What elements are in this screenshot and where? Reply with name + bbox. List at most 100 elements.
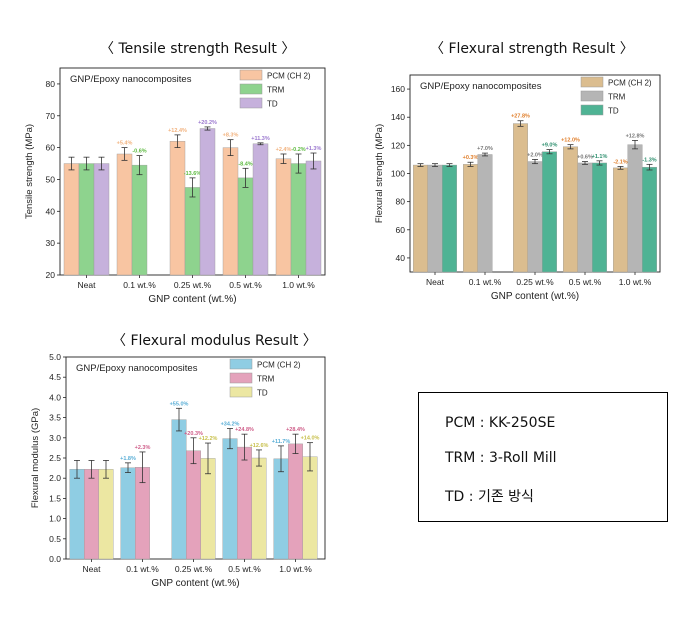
- data-label: +12.2%: [199, 436, 218, 442]
- x-tick-label: Neat: [78, 280, 97, 290]
- legend-swatch: [229, 386, 253, 398]
- y-tick-label: 1.0: [49, 514, 61, 524]
- bar-td-2: [199, 128, 216, 276]
- legend-swatch: [229, 358, 253, 370]
- chart-legend: PCM (CH 2) TRM TD: [239, 69, 311, 109]
- legend-swatch: [580, 90, 604, 102]
- x-axis-label: GNP content (wt.%): [148, 294, 236, 305]
- data-label: +0.6%: [577, 155, 593, 161]
- bar-td-3: [252, 143, 269, 276]
- bar-pcm-ch--2: [513, 123, 528, 273]
- y-tick-label: 30: [46, 238, 56, 248]
- error-bar: [632, 140, 638, 150]
- error-bar: [174, 134, 181, 149]
- abbreviation-td: TD : 기존 방식: [445, 489, 534, 505]
- x-tick-label: 1.0 wt.%: [279, 564, 312, 574]
- error-bar: [257, 142, 264, 146]
- error-bar: [227, 139, 234, 156]
- bar-td-4: [302, 456, 318, 560]
- error-bar: [139, 451, 146, 484]
- data-label: +1.8%: [120, 456, 136, 462]
- error-bar: [88, 460, 95, 479]
- y-tick-label: 60: [396, 225, 406, 235]
- bar-td-4: [305, 160, 322, 276]
- x-tick-label: 0.5 wt.%: [228, 564, 261, 574]
- bar-trm-4: [627, 144, 643, 273]
- data-label: +27.8%: [511, 114, 530, 120]
- bar-td-0: [93, 163, 110, 276]
- error-bar: [241, 433, 248, 461]
- error-bar: [646, 163, 653, 171]
- x-tick-label: 0.1 wt.%: [126, 564, 159, 574]
- bar-pcm-ch--3: [563, 146, 578, 273]
- data-label: -1.3%: [642, 157, 656, 163]
- error-bar: [227, 428, 233, 450]
- y-tick-label: 40: [396, 253, 406, 263]
- x-tick-label: 0.5 wt.%: [229, 280, 262, 290]
- y-tick-label: 120: [391, 140, 405, 150]
- bar-trm-1: [131, 164, 148, 276]
- bar-trm-0: [84, 469, 99, 560]
- bar-trm-4: [290, 163, 307, 276]
- chart-tensile: 20 30 40 50 60 70 80 Tensile strength (MPa) GNP …: [24, 67, 326, 305]
- data-label: +12.4%: [168, 128, 187, 134]
- y-tick-label: 50: [46, 174, 56, 184]
- x-tick-label: 0.1 wt.%: [469, 277, 502, 287]
- x-tick-label: Neat: [83, 564, 102, 574]
- error-bar: [121, 147, 128, 161]
- error-bar: [103, 460, 109, 479]
- bar-td-4: [642, 166, 657, 273]
- y-tick-label: 80: [46, 79, 56, 89]
- data-label: +12.0%: [561, 138, 580, 144]
- bar-td-3: [251, 457, 267, 560]
- error-bar: [278, 445, 284, 473]
- y-tick-label: 70: [46, 111, 56, 121]
- y-tick-label: 1.5: [49, 493, 61, 503]
- legend-swatch: [239, 69, 263, 81]
- error-bar: [189, 177, 196, 198]
- y-axis-label: Flexural modulus (GPa): [30, 408, 41, 508]
- legend-label: TRM: [267, 86, 285, 95]
- bar-td-2: [542, 151, 557, 273]
- error-bar: [567, 144, 574, 150]
- bar-trm-4: [288, 443, 303, 560]
- y-tick-label: 3.5: [49, 413, 61, 423]
- y-tick-label: 160: [391, 84, 405, 94]
- y-tick-label: 4.0: [49, 392, 61, 402]
- error-bar: [310, 152, 317, 170]
- bar-pcm-ch--3: [222, 438, 238, 560]
- x-axis-label: GNP content (wt.%): [491, 291, 579, 302]
- bar-pcm-ch--4: [275, 158, 292, 276]
- data-label: +11.3%: [251, 136, 270, 142]
- legend-swatch: [239, 97, 263, 109]
- y-tick-label: 40: [46, 206, 56, 216]
- chart-legend: PCM (CH 2) TRM TD: [229, 358, 301, 398]
- error-bar: [546, 149, 553, 155]
- bar-trm-0: [78, 163, 95, 276]
- data-label: +12.6%: [250, 443, 269, 449]
- bar-pcm-ch--0: [69, 469, 85, 560]
- legend-label: TD: [267, 100, 278, 109]
- bar-pcm-ch--2: [169, 141, 186, 276]
- data-label: -13.6%: [184, 171, 202, 177]
- y-tick-label: 20: [46, 270, 56, 280]
- bar-trm-2: [527, 161, 543, 273]
- data-label: +11.7%: [272, 439, 291, 445]
- data-label: +2.4%: [276, 147, 292, 153]
- data-label: +7.0%: [477, 146, 493, 152]
- inner-title: GNP/Epoxy nanocomposites: [70, 74, 192, 85]
- legend-label: PCM (CH 2): [608, 79, 652, 88]
- error-bar: [205, 442, 211, 475]
- x-tick-label: 1.0 wt.%: [619, 277, 652, 287]
- flexural-modulus-section-title: 〈 Flexural modulus Result 〉: [112, 333, 317, 349]
- y-tick-label: 3.0: [49, 433, 61, 443]
- data-label: -0.6%: [132, 149, 146, 155]
- inner-title: GNP/Epoxy nanocomposites: [76, 363, 198, 374]
- legend-swatch: [229, 372, 253, 384]
- data-label: +14.0%: [301, 436, 320, 442]
- data-label: +2.3%: [135, 445, 151, 451]
- error-bar: [176, 407, 182, 432]
- bar-trm-3: [237, 177, 254, 276]
- bar-pcm-ch--0: [413, 164, 428, 273]
